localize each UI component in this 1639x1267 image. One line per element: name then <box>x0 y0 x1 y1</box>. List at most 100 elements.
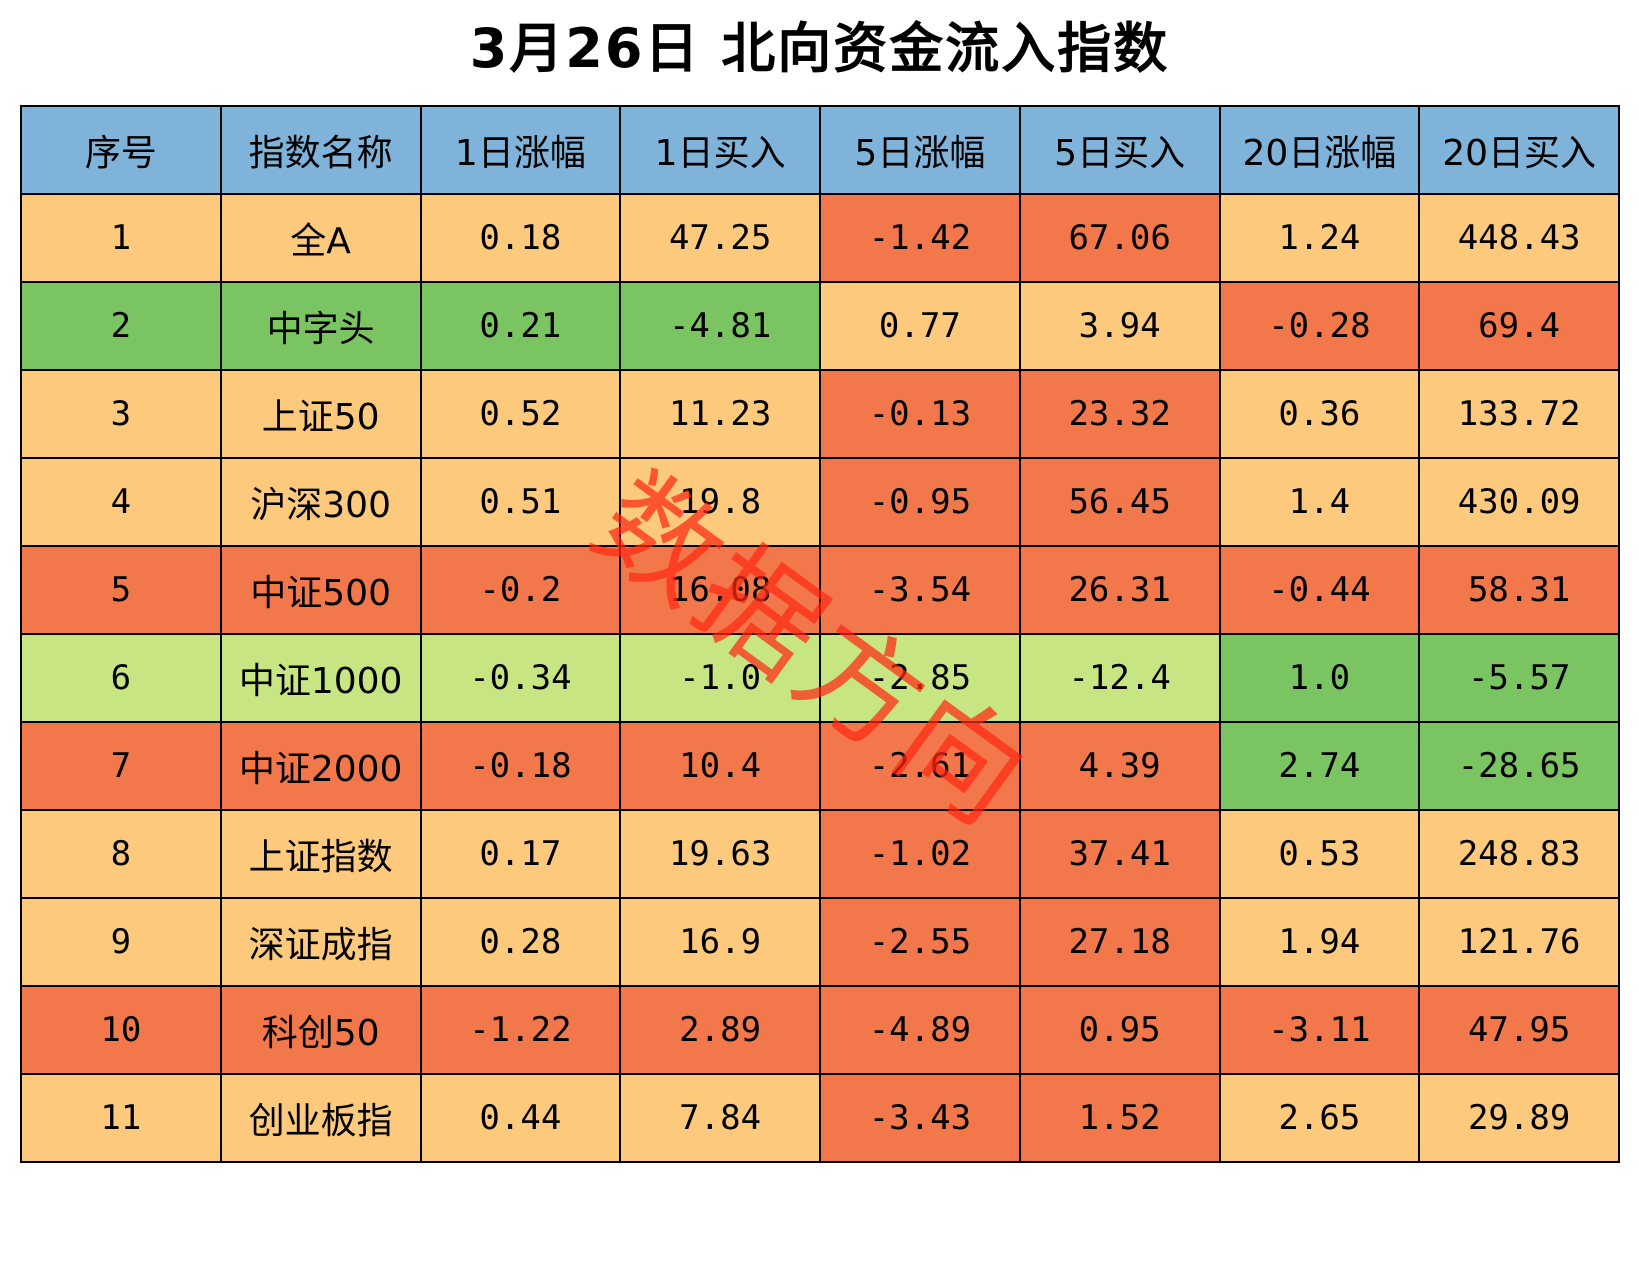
cell-20d-buy: -5.57 <box>1418 633 1620 723</box>
index-inflow-table: 序号 指数名称 1日涨幅 1日买入 5日涨幅 5日买入 20日涨幅 20日买入 … <box>20 105 1620 1163</box>
cell-index: 2 <box>20 281 222 371</box>
cell-5d-buy: 37.41 <box>1018 809 1221 899</box>
cell-5d-change: -0.13 <box>819 369 1021 459</box>
cell-20d-buy: 133.72 <box>1418 369 1620 459</box>
header-cell-5d-change: 5日涨幅 <box>819 105 1021 195</box>
cell-20d-change: 0.36 <box>1218 369 1421 459</box>
cell-index: 9 <box>20 897 222 987</box>
cell-20d-buy: 430.09 <box>1418 457 1620 547</box>
cell-index: 8 <box>20 809 222 899</box>
cell-20d-change: -0.28 <box>1218 281 1421 371</box>
cell-name: 科创50 <box>219 985 422 1075</box>
cell-index: 10 <box>20 985 222 1075</box>
cell-5d-buy: 4.39 <box>1018 721 1221 811</box>
cell-index: 6 <box>20 633 222 723</box>
header-cell-index: 序号 <box>20 105 222 195</box>
cell-20d-change: 1.0 <box>1218 633 1421 723</box>
header-cell-20d-change: 20日涨幅 <box>1218 105 1421 195</box>
cell-20d-buy: 69.4 <box>1418 281 1620 371</box>
cell-1d-change: 0.52 <box>419 369 622 459</box>
cell-1d-change: 0.17 <box>419 809 622 899</box>
header-cell-1d-buy: 1日买入 <box>619 105 821 195</box>
cell-1d-change: -1.22 <box>419 985 622 1075</box>
cell-20d-change: -0.44 <box>1218 545 1421 635</box>
table-row: 8 上证指数 0.17 19.63 -1.02 37.41 0.53 248.8… <box>20 809 1620 899</box>
table-row: 2 中字头 0.21 -4.81 0.77 3.94 -0.28 69.4 <box>20 281 1620 371</box>
table-row: 3 上证50 0.52 11.23 -0.13 23.32 0.36 133.7… <box>20 369 1620 459</box>
table-row: 10 科创50 -1.22 2.89 -4.89 0.95 -3.11 47.9… <box>20 985 1620 1075</box>
cell-1d-change: 0.28 <box>419 897 622 987</box>
cell-20d-buy: 29.89 <box>1418 1073 1620 1163</box>
cell-name: 上证指数 <box>219 809 422 899</box>
cell-20d-change: 1.4 <box>1218 457 1421 547</box>
cell-5d-change: -1.02 <box>819 809 1021 899</box>
cell-5d-buy: 1.52 <box>1018 1073 1221 1163</box>
cell-20d-change: 1.24 <box>1218 193 1421 283</box>
table-row: 5 中证500 -0.2 16.08 -3.54 26.31 -0.44 58.… <box>20 545 1620 635</box>
cell-1d-buy: -4.81 <box>619 281 821 371</box>
page-title: 3月26日 北向资金流入指数 <box>469 17 1170 80</box>
cell-5d-change: -3.54 <box>819 545 1021 635</box>
table-row: 4 沪深300 0.51 19.8 -0.95 56.45 1.4 430.09 <box>20 457 1620 547</box>
cell-1d-buy: 16.9 <box>619 897 821 987</box>
cell-20d-buy: 248.83 <box>1418 809 1620 899</box>
cell-name: 中字头 <box>219 281 422 371</box>
cell-index: 3 <box>20 369 222 459</box>
table-row: 11 创业板指 0.44 7.84 -3.43 1.52 2.65 29.89 <box>20 1073 1620 1163</box>
cell-1d-buy: 10.4 <box>619 721 821 811</box>
cell-1d-buy: -1.0 <box>619 633 821 723</box>
cell-5d-buy: 56.45 <box>1018 457 1221 547</box>
table-row: 1 全A 0.18 47.25 -1.42 67.06 1.24 448.43 <box>20 193 1620 283</box>
cell-index: 4 <box>20 457 222 547</box>
cell-1d-change: -0.18 <box>419 721 622 811</box>
cell-5d-buy: 0.95 <box>1018 985 1221 1075</box>
header-cell-20d-buy: 20日买入 <box>1418 105 1620 195</box>
cell-5d-change: -4.89 <box>819 985 1021 1075</box>
header-row: 序号 指数名称 1日涨幅 1日买入 5日涨幅 5日买入 20日涨幅 20日买入 <box>20 105 1620 195</box>
cell-20d-change: 2.65 <box>1218 1073 1421 1163</box>
cell-1d-buy: 19.8 <box>619 457 821 547</box>
cell-20d-buy: -28.65 <box>1418 721 1620 811</box>
cell-name: 中证500 <box>219 545 422 635</box>
cell-1d-change: -0.34 <box>419 633 622 723</box>
cell-5d-buy: -12.4 <box>1018 633 1221 723</box>
cell-name: 深证成指 <box>219 897 422 987</box>
cell-name: 上证50 <box>219 369 422 459</box>
cell-20d-change: -3.11 <box>1218 985 1421 1075</box>
header-cell-name: 指数名称 <box>219 105 422 195</box>
cell-index: 7 <box>20 721 222 811</box>
cell-1d-buy: 11.23 <box>619 369 821 459</box>
cell-20d-change: 0.53 <box>1218 809 1421 899</box>
cell-20d-buy: 121.76 <box>1418 897 1620 987</box>
cell-1d-change: 0.44 <box>419 1073 622 1163</box>
cell-1d-buy: 19.63 <box>619 809 821 899</box>
cell-index: 11 <box>20 1073 222 1163</box>
cell-1d-buy: 2.89 <box>619 985 821 1075</box>
cell-5d-buy: 67.06 <box>1018 193 1221 283</box>
cell-name: 全A <box>219 193 422 283</box>
cell-name: 沪深300 <box>219 457 422 547</box>
cell-5d-buy: 3.94 <box>1018 281 1221 371</box>
cell-1d-change: 0.18 <box>419 193 622 283</box>
cell-name: 中证1000 <box>219 633 422 723</box>
cell-1d-change: 0.21 <box>419 281 622 371</box>
cell-index: 5 <box>20 545 222 635</box>
cell-20d-change: 2.74 <box>1218 721 1421 811</box>
cell-index: 1 <box>20 193 222 283</box>
cell-20d-buy: 47.95 <box>1418 985 1620 1075</box>
cell-5d-change: -2.61 <box>819 721 1021 811</box>
cell-5d-buy: 27.18 <box>1018 897 1221 987</box>
table-row: 7 中证2000 -0.18 10.4 -2.61 4.39 2.74 -28.… <box>20 721 1620 811</box>
cell-20d-buy: 448.43 <box>1418 193 1620 283</box>
cell-5d-change: -3.43 <box>819 1073 1021 1163</box>
header-cell-5d-buy: 5日买入 <box>1018 105 1221 195</box>
cell-20d-buy: 58.31 <box>1418 545 1620 635</box>
header-cell-1d-change: 1日涨幅 <box>419 105 622 195</box>
cell-1d-buy: 7.84 <box>619 1073 821 1163</box>
table-row: 9 深证成指 0.28 16.9 -2.55 27.18 1.94 121.76 <box>20 897 1620 987</box>
cell-5d-change: 0.77 <box>819 281 1021 371</box>
cell-5d-change: -1.42 <box>819 193 1021 283</box>
cell-20d-change: 1.94 <box>1218 897 1421 987</box>
cell-1d-buy: 16.08 <box>619 545 821 635</box>
cell-5d-change: -2.55 <box>819 897 1021 987</box>
